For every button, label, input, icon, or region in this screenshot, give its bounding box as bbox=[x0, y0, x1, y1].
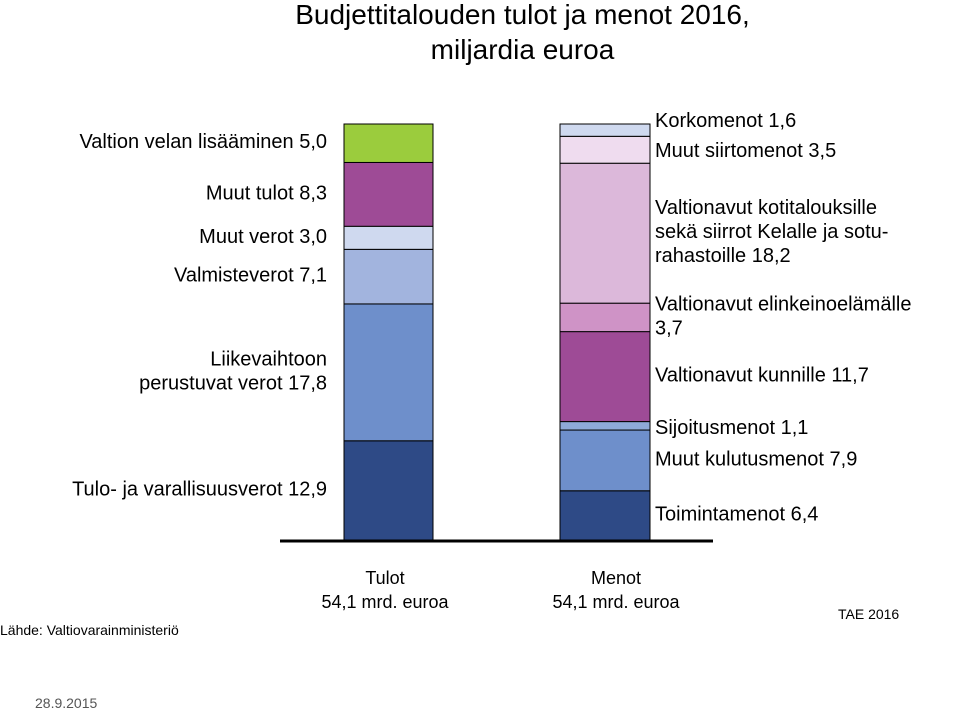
source-note: Lähde: Valtiovarainministeriö bbox=[0, 622, 179, 638]
menot-segment-6 bbox=[559, 135, 651, 164]
tulot-segment-2 bbox=[343, 248, 434, 305]
tulot-segment-0 bbox=[343, 440, 434, 541]
menot-segment-label-4: Valtionavut elinkeinoelämälle 3,7 bbox=[655, 294, 911, 340]
slide-date: 28.9.2015 bbox=[35, 695, 98, 711]
menot-caption: Menot 54,1 mrd. euroa bbox=[552, 568, 680, 612]
menot-segment-label-1: Muut kulutusmenot 7,9 bbox=[655, 449, 857, 471]
menot-segment-0 bbox=[559, 490, 651, 541]
tulot-segment-4 bbox=[343, 161, 434, 227]
menot-segment-4 bbox=[559, 302, 651, 333]
menot-segment-label-7: Korkomenot 1,6 bbox=[655, 110, 796, 132]
menot-segment-label-5: Valtionavut kotitalouksille sekä siirrot … bbox=[655, 197, 888, 267]
menot-segment-3 bbox=[559, 331, 651, 423]
menot-segment-label-6: Muut siirtomenot 3,5 bbox=[655, 140, 836, 162]
menot-segment-5 bbox=[559, 162, 651, 304]
menot-segment-label-3: Valtionavut kunnille 11,7 bbox=[655, 365, 869, 387]
tulot-segment-5 bbox=[343, 123, 434, 163]
chart-title: Budjettitalouden tulot ja menot 2016, bbox=[295, 0, 750, 30]
menot-segment-label-2: Sijoitusmenot 1,1 bbox=[655, 417, 808, 439]
tulot-segment-label-3: Muut verot 3,0 bbox=[199, 226, 327, 248]
budget-stamp: TAE 2016 bbox=[838, 606, 900, 622]
tulot-segment-3 bbox=[343, 225, 434, 250]
tulot-segment-label-4: Muut tulot 8,3 bbox=[206, 183, 327, 205]
chart-subtitle: miljardia euroa bbox=[430, 34, 615, 65]
tulot-segment-label-5: Valtion velan lisääminen 5,0 bbox=[79, 132, 327, 154]
tulot-segment-label-0: Tulo- ja varallisuusverot 12,9 bbox=[72, 479, 327, 501]
menot-segment-7 bbox=[559, 123, 651, 137]
tulot-segment-label-2: Valmisteverot 7,1 bbox=[174, 265, 327, 287]
tulot-segment-1 bbox=[343, 303, 434, 442]
menot-segment-2 bbox=[559, 421, 651, 431]
menot-segment-label-0: Toimintamenot 6,4 bbox=[655, 504, 818, 526]
tulot-caption: Tulot 54,1 mrd. euroa bbox=[321, 568, 449, 612]
tulot-segment-label-1: Liikevaihtoon perustuvat verot 17,8 bbox=[139, 349, 327, 395]
menot-segment-1 bbox=[559, 429, 651, 492]
